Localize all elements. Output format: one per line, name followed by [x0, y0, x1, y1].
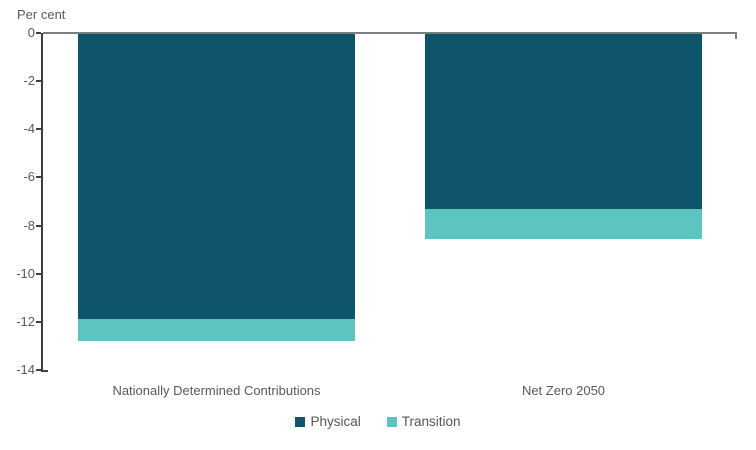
- legend-label-transition: Transition: [401, 414, 461, 429]
- y-axis-tick: [36, 80, 41, 83]
- y-axis-end-tick: [43, 370, 48, 372]
- bar-segment-physical-1: [424, 33, 703, 209]
- y-tick-label: -14: [16, 362, 35, 377]
- y-axis-line: [41, 33, 43, 372]
- legend-item-transition: Transition: [386, 414, 461, 429]
- category-label: Nationally Determined Contributions: [112, 383, 321, 398]
- zero-line: [43, 32, 737, 34]
- y-axis-tick: [36, 224, 41, 227]
- y-axis-tick: [36, 32, 41, 34]
- y-axis-tick: [36, 272, 41, 275]
- y-axis-tick: [36, 128, 41, 131]
- y-axis-unit-label: Per cent: [17, 7, 66, 22]
- transition-swatch-icon: [386, 416, 397, 427]
- physical-swatch-icon: [295, 416, 306, 427]
- y-tick-label: 0: [27, 25, 35, 40]
- y-axis-tick: [36, 369, 41, 371]
- y-tick-label: -8: [23, 217, 35, 233]
- y-tick-label: -10: [16, 265, 35, 281]
- bar-segment-transition-0: [77, 319, 356, 342]
- y-tick-label: -2: [23, 73, 35, 89]
- bar-segment-physical-0: [77, 33, 356, 320]
- y-axis-tick: [36, 176, 41, 179]
- category-label: Net Zero 2050: [521, 383, 606, 398]
- legend-label-physical: Physical: [310, 414, 361, 429]
- y-tick-label: -12: [16, 313, 35, 329]
- legend-item-physical: Physical: [295, 414, 361, 429]
- zero-line-end-tick: [735, 32, 737, 39]
- y-tick-label: -6: [23, 169, 35, 185]
- bar-segment-transition-1: [424, 208, 703, 239]
- legend: Physical Transition: [0, 414, 756, 429]
- y-tick-label: -4: [23, 121, 35, 137]
- y-axis-tick: [36, 320, 41, 323]
